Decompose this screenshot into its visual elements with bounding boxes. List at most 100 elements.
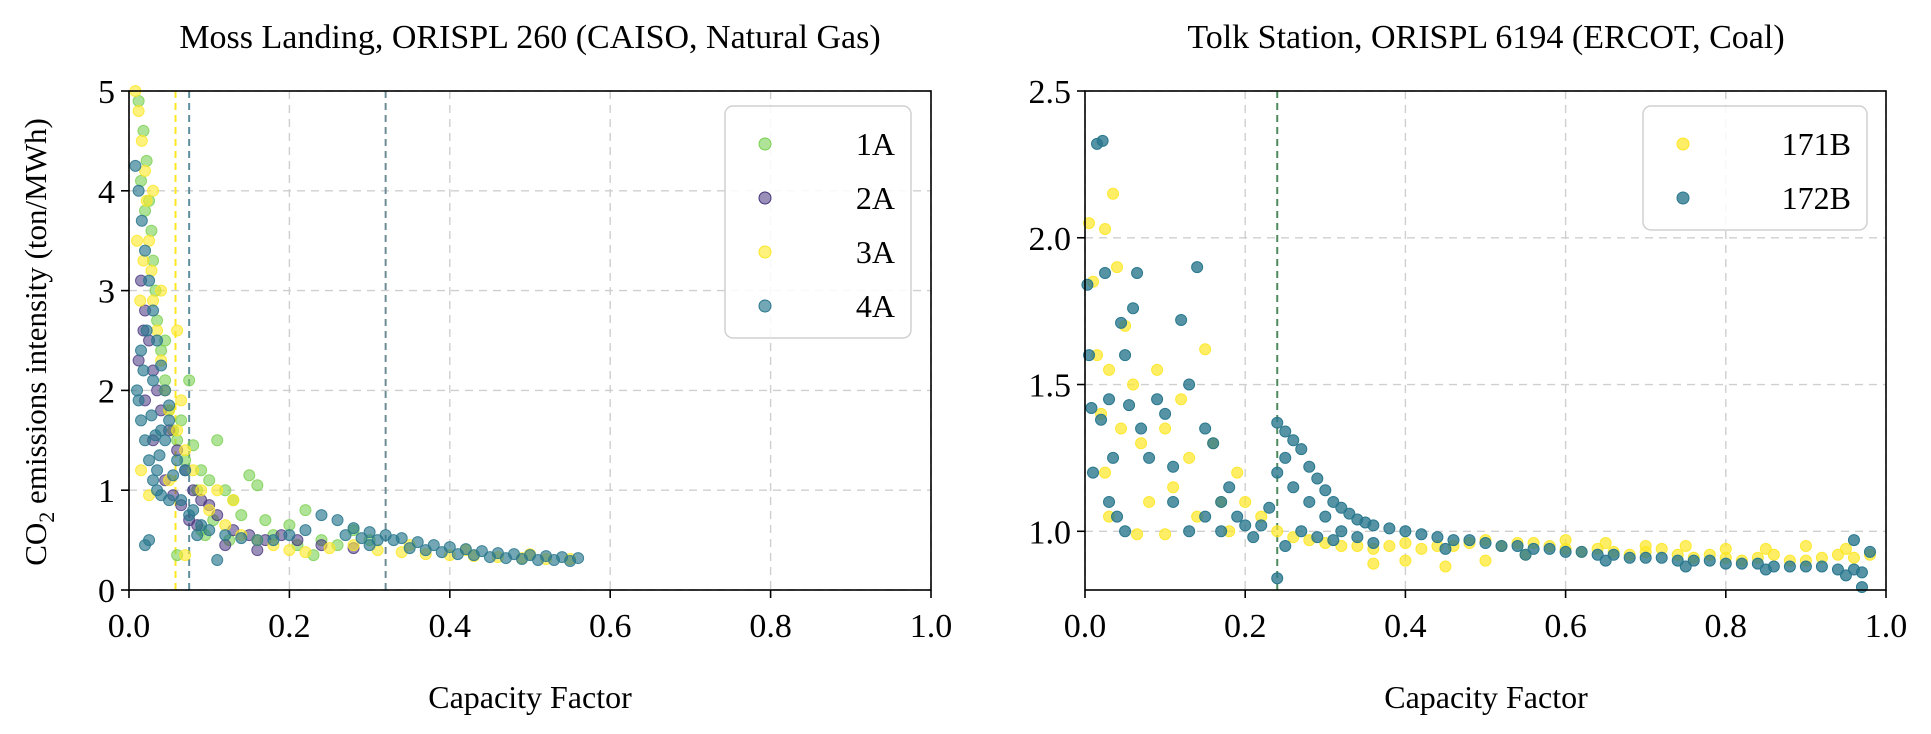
point-172B xyxy=(1083,349,1096,362)
y-tick-label: 5 xyxy=(98,74,115,111)
point-1A xyxy=(159,374,172,387)
point-4A xyxy=(467,549,480,562)
point-172B xyxy=(1311,472,1324,485)
point-1A xyxy=(137,124,150,137)
point-171B xyxy=(1099,222,1112,235)
point-4A xyxy=(315,509,328,522)
point-171B xyxy=(1639,539,1652,552)
point-4A xyxy=(211,554,224,567)
point-171B xyxy=(1439,560,1452,573)
point-4A xyxy=(267,534,280,547)
point-172B xyxy=(1367,519,1380,532)
point-172B xyxy=(1143,451,1156,464)
point-172B xyxy=(1599,554,1612,567)
point-172B xyxy=(1623,551,1636,564)
x-tick-label: 0.2 xyxy=(1224,608,1267,645)
point-172B xyxy=(1399,525,1412,538)
point-1A xyxy=(235,509,248,522)
point-171B xyxy=(1107,187,1120,200)
point-172B xyxy=(1759,563,1772,576)
point-171B xyxy=(1287,531,1300,544)
right-y-ticks: 1.0 1.5 2.0 2.5 xyxy=(1029,74,1085,551)
point-4A xyxy=(143,454,156,467)
point-4A xyxy=(159,384,172,397)
right-legend: 171B 172B xyxy=(1642,105,1868,231)
point-4A xyxy=(139,244,152,257)
point-3A xyxy=(140,194,153,207)
point-171B xyxy=(1167,481,1180,494)
point-4A xyxy=(132,394,145,407)
point-172B xyxy=(1519,548,1532,561)
point-4A xyxy=(159,434,172,447)
point-172B xyxy=(1271,466,1284,479)
point-172B xyxy=(1751,557,1764,570)
y-tick-label: 2.0 xyxy=(1029,221,1072,258)
point-171B xyxy=(1679,539,1692,552)
point-1A xyxy=(155,344,168,357)
right-x-axis-label: Capacity Factor xyxy=(1384,679,1588,715)
point-1A xyxy=(145,224,158,237)
point-4A xyxy=(129,159,142,172)
point-172B xyxy=(1511,539,1524,552)
y-tick-label: 2 xyxy=(98,373,115,410)
right-scatter-points xyxy=(1081,134,1876,594)
point-3A xyxy=(134,294,147,307)
x-tick-label: 0.6 xyxy=(589,608,632,645)
point-172B xyxy=(1575,545,1588,558)
point-172B xyxy=(1783,560,1796,573)
point-4A xyxy=(135,214,148,227)
point-171B xyxy=(1719,542,1732,555)
point-1A xyxy=(139,204,152,217)
point-172B xyxy=(1215,495,1228,508)
point-172B xyxy=(1463,534,1476,547)
point-171B xyxy=(1151,363,1164,376)
point-171B xyxy=(1271,525,1284,538)
point-4A xyxy=(151,464,164,477)
point-3A xyxy=(135,464,148,477)
point-4A xyxy=(153,449,166,462)
left-legend: 1A 2A 3A 4A xyxy=(724,105,912,339)
legend-marker xyxy=(758,299,772,313)
y-tick-label: 0 xyxy=(98,573,115,610)
point-1A xyxy=(283,519,296,532)
point-172B xyxy=(1735,557,1748,570)
point-172B xyxy=(1199,422,1212,435)
point-171B xyxy=(1831,548,1844,561)
left-chart-moss-landing: Moss Landing, ORISPL 260 (CAISO, Natural… xyxy=(18,19,952,715)
legend-label: 171B xyxy=(1782,126,1851,162)
point-4A xyxy=(435,546,448,559)
point-3A xyxy=(227,494,240,507)
point-172B xyxy=(1199,510,1212,523)
point-172B xyxy=(1279,539,1292,552)
legend-label: 172B xyxy=(1782,180,1851,216)
point-4A xyxy=(219,529,232,542)
point-1A xyxy=(211,434,224,447)
point-172B xyxy=(1607,548,1620,561)
point-3A xyxy=(132,104,145,117)
point-171B xyxy=(1143,495,1156,508)
point-172B xyxy=(1103,393,1116,406)
point-172B xyxy=(1447,534,1460,547)
legend-label: 1A xyxy=(856,126,895,162)
point-172B xyxy=(1255,519,1268,532)
point-1A xyxy=(183,374,196,387)
legend-marker xyxy=(758,137,772,151)
point-4A xyxy=(179,464,192,477)
point-172B xyxy=(1863,545,1876,558)
point-3A xyxy=(147,294,160,307)
point-172B xyxy=(1343,507,1356,520)
point-4A xyxy=(139,434,152,447)
point-172B xyxy=(1327,495,1340,508)
point-171B xyxy=(1383,539,1396,552)
point-172B xyxy=(1847,534,1860,547)
point-4A xyxy=(140,324,153,337)
point-4A xyxy=(137,364,150,377)
point-172B xyxy=(1119,349,1132,362)
point-172B xyxy=(1183,525,1196,538)
point-172B xyxy=(1167,460,1180,473)
point-4A xyxy=(203,524,216,537)
point-4A xyxy=(483,551,496,564)
point-1A xyxy=(251,479,264,492)
point-172B xyxy=(1335,525,1348,538)
y-label-rest: emissions intensity (ton/MWh) xyxy=(18,118,53,512)
